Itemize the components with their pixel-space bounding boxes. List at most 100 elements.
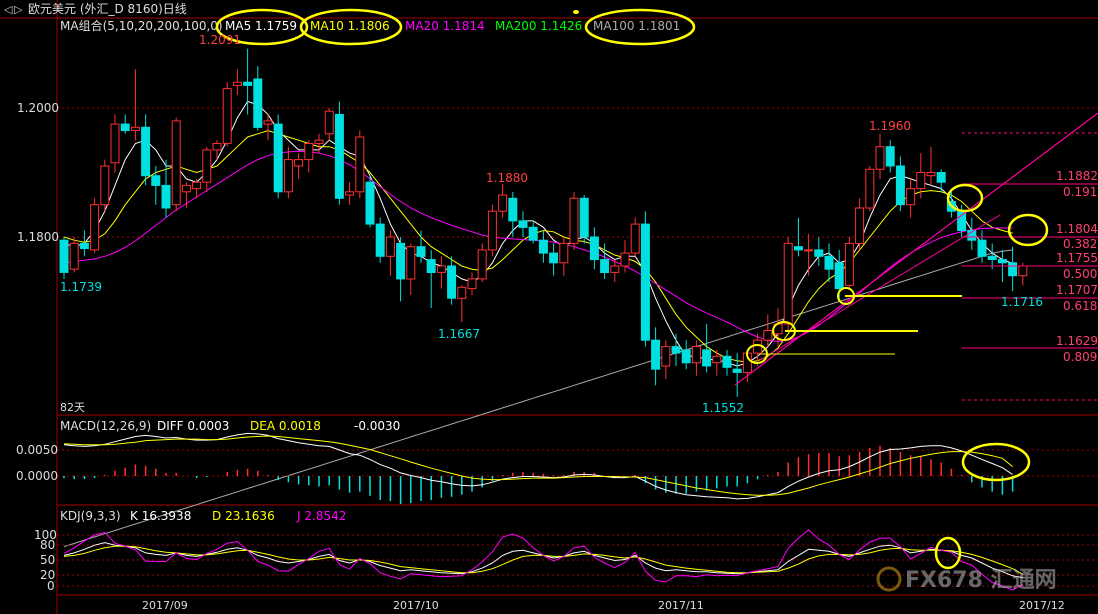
macd-tick-0050: 0.0050 <box>16 443 58 457</box>
candle <box>763 330 773 341</box>
candle <box>651 339 661 370</box>
candle <box>243 81 253 86</box>
candle <box>232 81 242 86</box>
candle <box>110 123 120 164</box>
candle <box>702 349 712 367</box>
candle <box>263 120 273 125</box>
kdj-tick-80: 80 <box>40 538 55 552</box>
x-tick-sep: 2017/09 <box>142 599 188 612</box>
candle <box>885 146 895 167</box>
candle <box>212 143 222 151</box>
candle <box>1008 262 1018 277</box>
x-axis: 2017/09 2017/10 2017/11 2017/12 <box>142 599 1065 612</box>
candle <box>375 223 385 257</box>
watermark-text: FX678 汇通网 <box>905 568 1057 593</box>
candle <box>793 246 803 251</box>
candle <box>589 236 599 261</box>
candle <box>957 210 967 231</box>
fib-ratio-2: 0.500 <box>1063 267 1097 281</box>
fib-ratio-4: 0.809 <box>1063 350 1097 364</box>
candle <box>559 242 569 264</box>
macd-diff-line <box>63 432 1013 500</box>
fib-price-3: 1.1707 <box>1056 283 1098 297</box>
candle <box>314 139 324 144</box>
candle <box>967 230 977 241</box>
highlight-ma5 <box>215 8 309 46</box>
candle <box>498 194 508 212</box>
candle <box>671 346 681 354</box>
ma-indicator-label: MA组合(5,10,20,200,100,0) <box>60 18 223 33</box>
candle <box>130 126 140 132</box>
candle <box>283 159 293 193</box>
macd-tick-0000: 0.0000 <box>16 469 58 483</box>
ma10-legend: MA10 1.1806 <box>310 19 390 33</box>
candle <box>90 204 100 251</box>
kdj-d: D 23.1636 <box>212 509 275 523</box>
candle <box>79 242 89 250</box>
kdj-panel: KDJ(9,3,3) K 16.3938 D 23.1636 J 2.8542 … <box>34 509 1098 593</box>
fib-price-4: 1.1629 <box>1056 334 1098 348</box>
candle <box>141 126 151 177</box>
candle <box>518 220 528 228</box>
candle <box>181 184 191 193</box>
candle <box>304 143 314 161</box>
candle <box>906 188 916 206</box>
highlight-ma10 <box>299 8 403 46</box>
candle <box>814 249 824 257</box>
forward-arrow-icon[interactable]: ▷ <box>14 3 23 16</box>
candle <box>416 246 426 257</box>
kdj-tick-50: 50 <box>40 553 55 567</box>
ma10-line <box>63 130 1013 363</box>
candle <box>100 165 110 206</box>
candle <box>294 159 304 167</box>
ma200-legend: MA200 1.1426 <box>495 19 582 33</box>
x-tick-nov: 2017/11 <box>658 599 704 612</box>
annot-1739: 1.1739 <box>60 280 102 294</box>
kdj-label: KDJ(9,3,3) <box>60 509 121 523</box>
candle <box>538 239 548 254</box>
candle <box>855 207 865 244</box>
ma-legend: MA组合(5,10,20,200,100,0) MA5 1.1759 MA10 … <box>60 8 696 46</box>
candle <box>192 181 202 190</box>
candle <box>365 181 375 225</box>
candle <box>610 265 620 273</box>
candle <box>161 184 171 209</box>
ma20-legend: MA20 1.1814 <box>405 19 485 33</box>
candle <box>487 210 497 251</box>
candle <box>600 259 610 274</box>
candle <box>753 339 763 354</box>
candle <box>865 168 875 209</box>
candle <box>528 226 538 241</box>
candle <box>467 278 477 290</box>
title-bar: ◁ ▷ 欧元美元 (外汇_D 8160)日线 <box>4 2 187 16</box>
fib-labels: 1.1882 0.191 1.1804 0.382 1.1755 0.500 1… <box>1056 169 1098 364</box>
kdj-j-line <box>63 529 1024 591</box>
candle <box>977 239 987 257</box>
candle <box>1018 265 1028 277</box>
candle <box>620 252 630 267</box>
candle <box>406 246 416 280</box>
window-title: 欧元美元 (外汇_D 8160)日线 <box>28 2 187 16</box>
days-label: 82天 <box>60 401 85 414</box>
candle <box>569 197 579 244</box>
candle <box>171 120 181 206</box>
candle <box>355 136 365 193</box>
macd-diff: DIFF 0.0003 <box>157 419 229 433</box>
annot-high-2091: 1.2091 <box>199 33 241 47</box>
macd-label: MACD(12,26,9) <box>60 419 151 433</box>
candle <box>640 223 650 341</box>
macd-dea: DEA 0.0018 <box>250 419 321 433</box>
ma100-legend: MA100 1.1801 <box>593 19 680 33</box>
annot-low-1552: 1.1552 <box>702 401 744 415</box>
kdj-k: K 16.3938 <box>130 509 191 523</box>
candle <box>334 113 344 199</box>
trendlines <box>734 112 1098 401</box>
highlight-kdj <box>934 536 962 570</box>
x-tick-oct: 2017/10 <box>393 599 439 612</box>
annot-1880: 1.1880 <box>486 171 528 185</box>
fib-price-1: 1.1804 <box>1056 222 1098 236</box>
back-arrow-icon[interactable]: ◁ <box>4 3 13 16</box>
candle <box>549 252 559 264</box>
fib-price-2: 1.1755 <box>1056 251 1098 265</box>
